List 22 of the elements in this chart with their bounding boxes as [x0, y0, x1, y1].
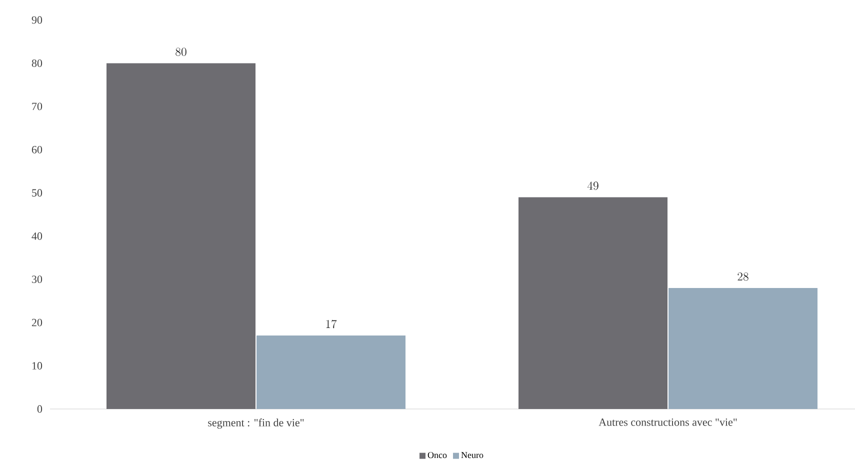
legend-label: Onco — [428, 452, 447, 458]
data-label: 17 — [326, 320, 337, 328]
data-label: 49 — [587, 182, 598, 190]
x-tick-label: segment : "fin de vie" — [208, 418, 304, 429]
x-tick-label: Autres constructions avec "vie" — [598, 418, 737, 426]
y-tick-label: 10 — [32, 362, 42, 370]
y-tick-label: 50 — [32, 189, 42, 197]
y-tick-label: 60 — [32, 146, 42, 154]
bar — [256, 336, 406, 409]
y-tick-label: 20 — [32, 318, 42, 326]
y-tick-label: 0 — [37, 405, 42, 413]
y-tick-label: 40 — [32, 232, 42, 240]
bar — [668, 288, 818, 409]
y-tick-label: 90 — [32, 16, 42, 24]
legend-label: Neuro — [461, 452, 484, 458]
y-tick-label: 70 — [32, 102, 42, 110]
data-label: 28 — [738, 272, 748, 281]
bar — [106, 63, 256, 409]
bar — [518, 197, 668, 409]
data-label: 80 — [176, 48, 186, 56]
y-tick-label: 80 — [32, 60, 42, 67]
y-tick-label: 30 — [32, 276, 42, 284]
